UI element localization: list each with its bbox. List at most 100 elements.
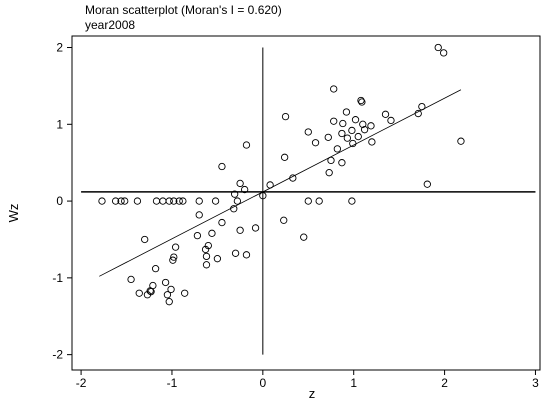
- x-tick-label: 2: [441, 376, 448, 390]
- scatter-point: [171, 243, 180, 251]
- scatter-point: [165, 197, 173, 205]
- scatter-point: [242, 251, 251, 259]
- scatter-point: [368, 138, 376, 146]
- x-tick-label: 1: [350, 376, 357, 390]
- chart-subtitle: year2008: [85, 18, 135, 32]
- scatter-point: [251, 224, 260, 232]
- scatter-point: [169, 256, 177, 264]
- scatter-point: [179, 197, 187, 205]
- y-tick-label: 0: [56, 194, 63, 208]
- scatter-point: [304, 128, 312, 136]
- scatter-point: [315, 197, 323, 205]
- scatter-point: [163, 291, 172, 299]
- scatter-point: [414, 109, 422, 118]
- scatter-point: [325, 169, 333, 177]
- scatter-point: [259, 192, 267, 200]
- x-tick-label: -1: [167, 376, 178, 390]
- scatter-point: [241, 185, 249, 194]
- y-tick-label: 1: [56, 117, 63, 131]
- scatter-point: [151, 264, 160, 273]
- scatter-point: [159, 197, 167, 205]
- plot-frame: [71, 35, 541, 371]
- scatter-point: [175, 197, 183, 205]
- scatter-point: [117, 197, 125, 205]
- scatter-point: [230, 205, 238, 213]
- scatter-point: [280, 216, 288, 224]
- y-axis: -2 -1 0 1 2: [52, 41, 72, 362]
- scatter-point: [201, 245, 210, 254]
- scatter-point: [152, 197, 161, 205]
- regression-line: [99, 89, 462, 277]
- fit-line: [99, 89, 462, 277]
- scatter-point: [231, 190, 239, 198]
- scatter-point: [357, 96, 365, 105]
- scatter-point: [161, 278, 170, 287]
- x-tick-label: 3: [532, 376, 539, 390]
- scatter-point: [300, 233, 308, 241]
- scatter-point: [236, 226, 244, 234]
- scatter-point: [213, 255, 222, 263]
- scatter-point: [111, 197, 120, 205]
- scatter-point: [434, 43, 442, 52]
- chart-title: Moran scatterplot (Moran's I = 0.620): [85, 3, 282, 17]
- scatter-point: [233, 197, 242, 205]
- scatter-point: [358, 98, 366, 106]
- scatter-point: [359, 120, 367, 128]
- y-axis-label: Wz: [6, 204, 21, 223]
- scatter-point: [330, 85, 338, 93]
- scatter-point: [354, 132, 362, 141]
- scatter-point: [208, 229, 216, 237]
- scatter-point: [289, 174, 297, 182]
- scatter-point: [193, 231, 202, 240]
- x-tick-label: 0: [259, 376, 266, 390]
- scatter-point: [333, 145, 342, 153]
- scatter-point: [339, 119, 347, 128]
- scatter-point: [311, 139, 320, 147]
- scatter-point: [236, 179, 244, 188]
- scatter-point: [147, 288, 155, 296]
- scatter-point: [348, 126, 356, 135]
- scatter-point: [133, 197, 142, 205]
- scatter-point: [281, 112, 290, 121]
- scatter-point: [418, 102, 426, 111]
- x-axis: -2 -1 0 1 2 3: [76, 370, 539, 390]
- scatter-point: [195, 211, 203, 219]
- scatter-point: [211, 197, 220, 205]
- scatter-point: [121, 197, 129, 205]
- scatter-point: [195, 197, 203, 205]
- scatter-point: [170, 197, 178, 205]
- scatter-point: [440, 49, 448, 57]
- scatter-point: [338, 159, 346, 167]
- scatter-point: [381, 110, 390, 118]
- scatter-point: [165, 298, 173, 306]
- x-tick-label: -2: [76, 376, 87, 390]
- scatter-point: [135, 289, 143, 297]
- scatter-point: [167, 285, 175, 294]
- x-axis-label: z: [309, 386, 316, 401]
- scatter-point: [387, 116, 395, 125]
- y-tick-label: 2: [56, 41, 63, 55]
- scatter-point: [348, 197, 356, 205]
- scatter-point: [202, 252, 211, 261]
- scatter-point: [457, 137, 465, 145]
- reference-lines: [81, 47, 536, 355]
- scatter-point: [127, 275, 135, 284]
- scatter-point: [342, 108, 351, 116]
- scatter-point: [170, 253, 178, 261]
- scatter-point: [338, 129, 346, 138]
- scatter-point: [349, 139, 357, 148]
- scatter-point: [181, 289, 189, 297]
- data-points: [98, 43, 465, 306]
- scatter-point: [330, 117, 338, 125]
- scatter-point: [218, 162, 226, 171]
- scatter-point: [423, 180, 431, 188]
- scatter-point: [242, 141, 251, 149]
- scatter-point: [327, 156, 335, 165]
- scatter-point: [324, 133, 332, 142]
- scatter-point: [202, 261, 211, 269]
- scatter-point: [367, 122, 375, 130]
- scatter-point: [343, 134, 351, 142]
- scatter-point: [266, 181, 274, 189]
- y-tick-label: -1: [52, 271, 63, 285]
